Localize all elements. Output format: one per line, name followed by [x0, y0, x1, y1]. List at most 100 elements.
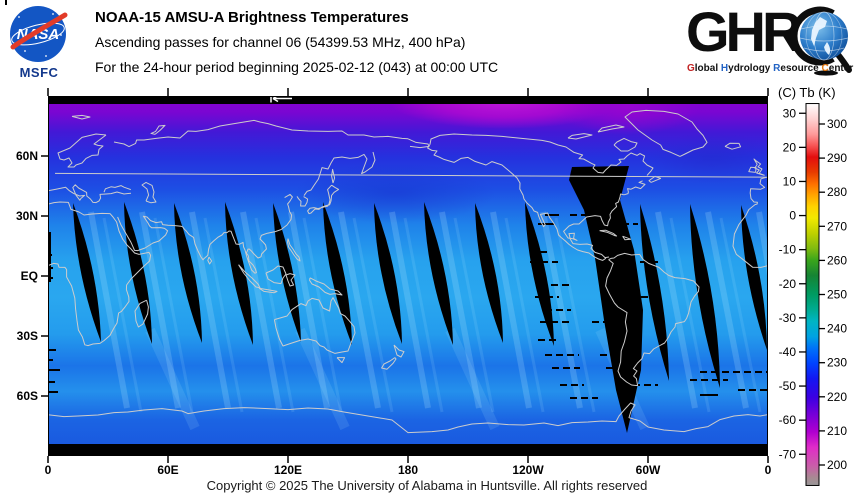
- celsius-tick-label: 0: [789, 209, 796, 223]
- coastlines: [48, 109, 768, 434]
- bt-field: [48, 96, 768, 456]
- coast-okhotsk_kamchatka: [303, 151, 376, 196]
- ghrc-tagline-word: ydrology: [728, 63, 774, 74]
- coast-africa_east: [48, 201, 152, 347]
- kelvin-tick-label: 270: [827, 219, 847, 233]
- page-subtitle: Ascending passes for channel 06 (54399.5…: [95, 34, 466, 50]
- coast-ireland: [748, 166, 757, 173]
- swath-gap: [690, 204, 720, 388]
- coast-black_sea_north: [103, 185, 131, 193]
- ghrc-tagline-word: lobal: [694, 63, 721, 74]
- coast-australia: [273, 297, 356, 354]
- celsius-tick-label: -10: [779, 243, 797, 257]
- coast-madagascar: [134, 299, 149, 328]
- celsius-tick-label: -70: [779, 447, 797, 461]
- x-tick-label: 180: [398, 463, 418, 477]
- registration-tick: [5, 0, 7, 5]
- x-tick-label: 60W: [636, 463, 661, 477]
- x-tick-label: 60E: [157, 463, 178, 477]
- ghrc-tagline-initial: H: [720, 63, 729, 74]
- coast-arabia_south_asia: [117, 193, 293, 274]
- ghrc-tagline-word: enter: [828, 63, 854, 74]
- coast-w_europe_nw_africa: [54, 172, 768, 268]
- ghrc-logo[interactable]: GHR Global Hydrology Reso: [686, 2, 854, 80]
- kelvin-tick-label: 210: [827, 424, 847, 438]
- south-no-data-strip: [48, 444, 768, 456]
- celsius-tick-label: -30: [779, 311, 797, 325]
- page-title: NOAA-15 AMSU-A Brightness Temperatures: [95, 9, 409, 26]
- swath-gap: [741, 205, 767, 350]
- coast-cuba: [599, 229, 618, 237]
- celsius-tick-label: -20: [779, 277, 797, 291]
- swath-gap: [424, 202, 453, 345]
- nasa-logo[interactable]: NASA MSFC: [9, 5, 69, 81]
- kelvin-tick-label: 200: [827, 458, 847, 472]
- nasa-insignia-icon: NASA: [10, 6, 68, 62]
- x-tick-label: 0: [765, 463, 772, 477]
- kelvin-tick-label: 220: [827, 390, 847, 404]
- y-axis: 60N 30N EQ 30S 60S: [16, 149, 48, 403]
- coast-korea: [296, 196, 309, 207]
- x-tick-label: 120W: [512, 463, 544, 477]
- coast-borneo: [265, 265, 287, 285]
- copyright-line: Copyright © 2025 The University of Alaba…: [206, 478, 648, 493]
- swath-gap: [174, 203, 202, 343]
- coast-nz_south: [381, 357, 397, 370]
- celsius-tick-label: -60: [779, 413, 797, 427]
- coast-philippines: [287, 238, 301, 262]
- pass-start-marker: [270, 96, 292, 103]
- ghrc-tagline-initial: G: [687, 63, 695, 74]
- kelvin-tick-label: 300: [827, 117, 847, 131]
- coast-iceland: [724, 142, 742, 150]
- swath-gap: [124, 202, 152, 344]
- coast-antarctica: [48, 402, 768, 434]
- coast-sakhalin: [331, 168, 336, 184]
- ghrc-globe-icon: [790, 2, 854, 83]
- swath-gap: [640, 204, 669, 381]
- coast-newfoundland: [648, 175, 662, 183]
- coast-uk: [753, 158, 765, 176]
- swath-gap: [225, 202, 253, 345]
- kelvin-tick-label: 280: [827, 185, 847, 199]
- kelvin-tick-label: 250: [827, 288, 847, 302]
- swath-gap: [374, 203, 402, 344]
- celsius-tick-label: -50: [779, 379, 797, 393]
- coast-caspian: [141, 181, 157, 204]
- colorbar: (C) Tb (K) 30 20 10 0 -10 -20 -30 -40 -50 -60 -70 30…: [778, 85, 847, 486]
- map-plot: 0 60E 120E 180 120W 60W 0 60N 30N EQ 30S 60S (C) Tb …: [16, 85, 847, 486]
- coast-novaya_zemlya: [150, 124, 166, 135]
- coast-chukotka: [407, 138, 430, 149]
- coast-java: [258, 287, 278, 294]
- x-tick-label: 0: [45, 463, 52, 477]
- kelvin-tick-label: 290: [827, 151, 847, 165]
- colorbar-ramp: [805, 103, 820, 486]
- coast-sri_lanka: [207, 256, 213, 265]
- swath-wisps: [88, 211, 768, 431]
- swath-gap: [273, 203, 301, 342]
- coast-greenland: [624, 109, 708, 157]
- coast-siberia_north: [113, 119, 409, 148]
- kelvin-tick-label: 240: [827, 322, 847, 336]
- coast-labrador_hudson_arctic: [429, 133, 654, 176]
- coast-baffin: [613, 137, 638, 152]
- coast-north_america_east: [563, 180, 646, 259]
- x-axis: 0 60E 120E 180 120W 60W 0: [45, 88, 772, 477]
- celsius-tick-label: -40: [779, 345, 797, 359]
- coast-north_america_west: [427, 144, 607, 261]
- nasa-center-label: MSFC: [19, 65, 59, 80]
- y-tick-label: 30S: [17, 329, 38, 343]
- coast-hispaniola: [622, 235, 632, 241]
- swath-gap: [73, 203, 101, 342]
- coast-scandinavia: [57, 133, 107, 168]
- y-tick-label: 60S: [17, 389, 38, 403]
- swath-gap: [475, 203, 503, 343]
- coast-arctic_islands_b: [597, 124, 625, 133]
- coast-nz_north: [393, 344, 405, 358]
- coast-svalbard: [71, 114, 91, 120]
- swath-gap: [323, 202, 352, 345]
- swath-gaps: [48, 166, 767, 433]
- y-tick-label: EQ: [21, 269, 38, 283]
- ghrc-tagline-initial: C: [821, 63, 829, 74]
- kelvin-tick-label: 230: [827, 356, 847, 370]
- coast-arctic_islands_a: [567, 133, 593, 140]
